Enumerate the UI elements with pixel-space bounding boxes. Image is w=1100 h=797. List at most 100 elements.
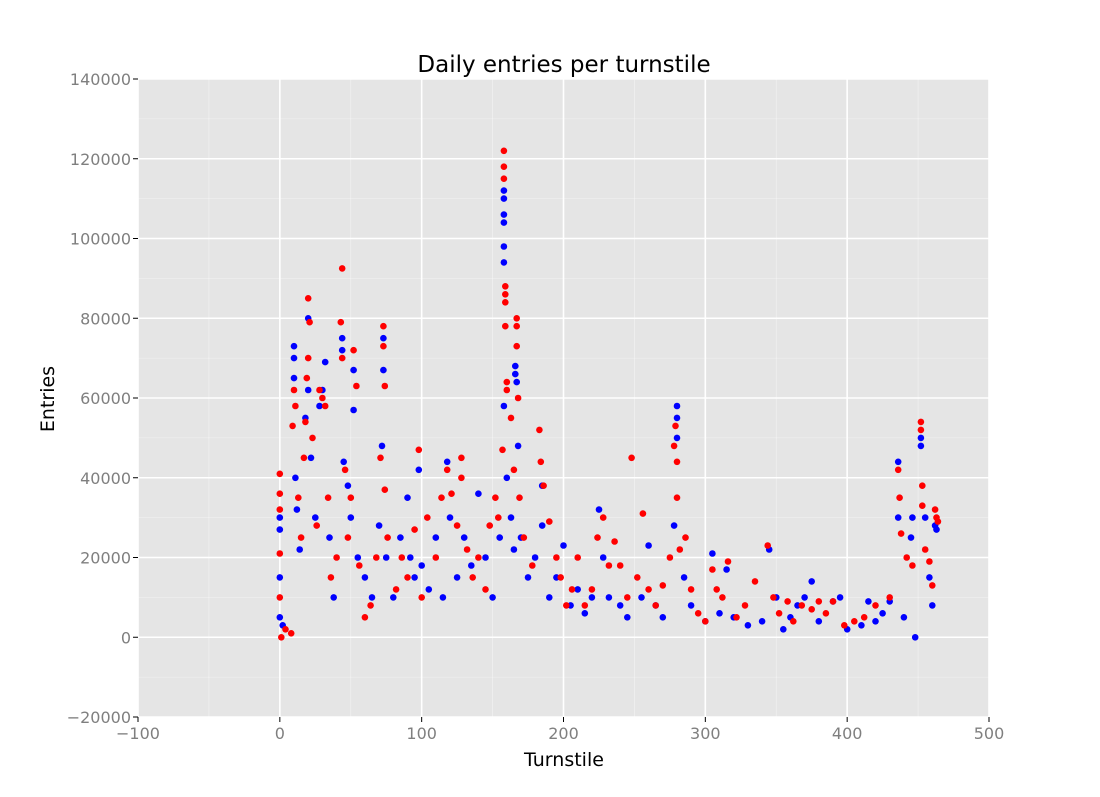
blue-data-point (605, 594, 613, 601)
blue-data-point (482, 554, 489, 561)
red-data-point (909, 562, 916, 569)
blue-data-point (330, 594, 338, 601)
red-data-point (514, 394, 522, 402)
blue-data-point (397, 534, 404, 541)
red-data-point (540, 482, 547, 490)
red-data-point (347, 494, 355, 502)
blue-data-point (514, 442, 522, 450)
blue-data-point (510, 546, 518, 553)
y-tick-label: 40000 (80, 469, 131, 488)
blue-data-point (917, 442, 925, 450)
blue-data-point (581, 610, 589, 617)
blue-data-point (673, 402, 681, 410)
red-data-point (919, 482, 926, 490)
red-data-point (537, 458, 545, 466)
red-data-point (670, 442, 678, 450)
blue-data-point (723, 566, 730, 573)
red-data-point (324, 494, 332, 502)
blue-data-point (503, 474, 511, 482)
blue-data-point (489, 594, 496, 601)
blue-data-point (560, 542, 567, 549)
blue-data-point (616, 602, 624, 609)
blue-data-point (507, 514, 515, 521)
red-data-point (424, 514, 431, 521)
red-data-point (808, 606, 815, 613)
red-data-point (316, 386, 323, 394)
blue-data-point (326, 534, 333, 541)
blue-data-point (716, 610, 723, 617)
red-data-point (350, 346, 357, 354)
red-data-point (588, 586, 596, 593)
red-data-point (500, 163, 508, 170)
red-data-point (500, 147, 508, 155)
red-data-point (338, 354, 346, 362)
y-tick-label: −20000 (67, 708, 131, 727)
red-data-point (815, 598, 823, 605)
blue-data-point (500, 187, 508, 194)
blue-data-point (443, 458, 451, 466)
red-data-point (659, 582, 667, 589)
red-data-point (557, 574, 564, 581)
blue-data-point (680, 574, 688, 581)
blue-data-point (340, 458, 348, 466)
blue-data-point (673, 414, 681, 422)
red-data-point (469, 574, 477, 581)
red-data-point (502, 299, 509, 306)
blue-data-point (460, 534, 468, 541)
red-data-point (304, 354, 312, 362)
red-data-point (381, 486, 389, 494)
blue-data-point (500, 243, 508, 250)
blue-data-point (709, 550, 716, 557)
red-data-point (418, 594, 426, 601)
blue-data-point (638, 594, 645, 601)
red-data-point (682, 534, 689, 541)
blue-data-point (500, 195, 508, 202)
red-data-point (639, 510, 647, 517)
red-data-point (475, 554, 482, 561)
red-data-point (516, 494, 523, 502)
red-data-point (503, 378, 511, 386)
blue-data-point (432, 534, 440, 541)
y-tick-label: 20000 (80, 549, 131, 568)
blue-data-point (468, 562, 475, 569)
red-data-point (486, 522, 494, 529)
red-data-point (292, 402, 299, 410)
red-data-point (886, 594, 893, 601)
red-data-point (432, 554, 440, 561)
blue-data-point (546, 594, 553, 601)
blue-data-point (574, 586, 581, 593)
y-tick-label: 140000 (70, 70, 131, 89)
y-tick-label: 80000 (80, 309, 131, 328)
red-data-point (798, 602, 806, 609)
blue-data-point (894, 458, 902, 466)
blue-data-point (907, 534, 915, 541)
blue-data-point (296, 546, 304, 553)
blue-data-point (292, 474, 299, 482)
red-data-point (458, 454, 465, 462)
blue-data-point (368, 594, 376, 601)
red-data-point (295, 494, 302, 502)
blue-data-point (531, 554, 539, 561)
red-data-point (290, 386, 298, 394)
blue-data-point (344, 482, 352, 490)
red-data-point (415, 446, 423, 454)
red-data-point (344, 534, 352, 541)
red-data-point (313, 522, 321, 529)
blue-data-point (872, 618, 879, 625)
red-data-point (319, 394, 326, 402)
red-data-point (676, 546, 684, 553)
blue-data-point (350, 366, 357, 374)
blue-data-point (673, 434, 681, 442)
red-data-point (503, 386, 511, 394)
red-data-point (931, 506, 939, 513)
red-data-point (337, 318, 345, 326)
x-tick-label: 300 (690, 724, 721, 743)
red-data-point (373, 554, 380, 561)
blue-data-point (347, 514, 355, 521)
blue-data-point (815, 618, 823, 625)
blue-data-point (513, 378, 520, 386)
blue-data-point (276, 614, 284, 621)
red-data-point (687, 586, 695, 593)
blue-data-point (350, 406, 357, 414)
blue-data-point (929, 602, 936, 609)
